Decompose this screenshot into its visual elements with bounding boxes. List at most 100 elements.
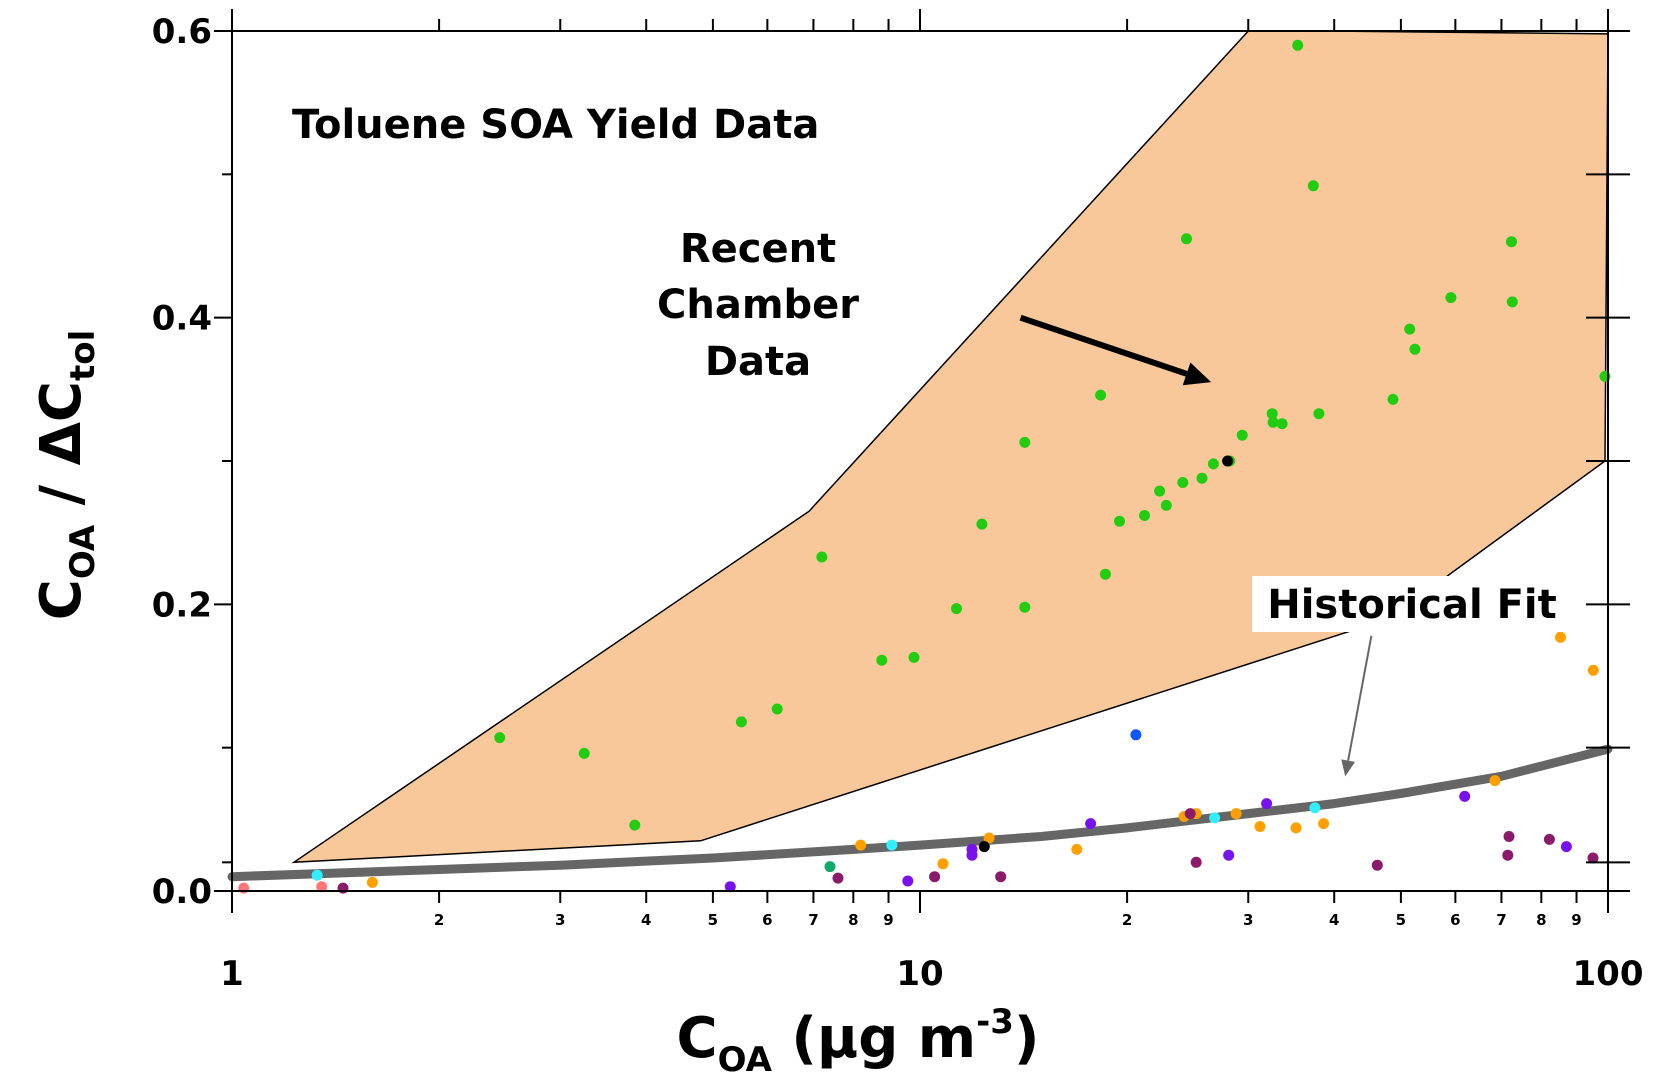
data-point-s0-p34 — [1506, 236, 1517, 248]
data-point-s0-p4 — [771, 703, 783, 715]
data-point-s0-p18 — [1181, 233, 1192, 245]
arrow-shaft-1 — [1347, 635, 1373, 761]
chamber-data-region-layer — [291, 30, 1609, 864]
x-minor-tick-label-8: 2 — [1122, 911, 1132, 929]
x-minor-tick-label-14: 8 — [1536, 911, 1546, 929]
data-point-s3-p3 — [966, 849, 978, 861]
data-point-s2-p7 — [1503, 831, 1515, 842]
data-point-s4-p3 — [1309, 802, 1321, 814]
data-point-s0-p9 — [976, 518, 988, 530]
data-point-s3-p1 — [902, 875, 914, 887]
y-major-tick-label-0: 0.0 — [152, 872, 212, 912]
data-point-s0-p35 — [1506, 296, 1518, 308]
data-point-s0-p17 — [1160, 499, 1172, 511]
x-minor-tick-label-2: 4 — [641, 911, 651, 929]
x-minor-tick-label-6: 8 — [848, 911, 858, 929]
data-point-s0-p33 — [1445, 292, 1457, 304]
data-point-s1-p4 — [1071, 843, 1083, 855]
data-points-layer — [238, 39, 1611, 894]
data-point-s2-p9 — [1543, 833, 1555, 845]
data-point-s0-p1 — [578, 747, 590, 759]
data-point-s0-p11 — [1019, 601, 1031, 613]
data-point-s0-p12 — [1095, 389, 1107, 401]
data-point-s3-p4 — [1085, 818, 1097, 830]
data-point-s0-p20 — [1196, 472, 1208, 484]
data-point-s1-p12 — [1555, 631, 1566, 643]
data-point-s0-p16 — [1154, 485, 1166, 497]
axes-layer — [214, 9, 1630, 913]
x-minor-tick-label-15: 9 — [1571, 911, 1581, 929]
x-minor-tick-label-13: 7 — [1496, 911, 1506, 929]
data-point-s0-p31 — [1404, 323, 1416, 335]
historical-fit-line — [227, 744, 1613, 882]
data-point-s3-p5 — [1223, 849, 1235, 861]
arrow-shaft-0 — [1019, 314, 1188, 377]
x-minor-tick-label-7: 9 — [883, 911, 893, 929]
data-point-s0-p13 — [1099, 568, 1111, 580]
data-point-s1-p9 — [1290, 822, 1302, 834]
x-major-tick-label-1: 10 — [896, 954, 943, 994]
data-point-s2-p3 — [995, 871, 1007, 883]
data-point-s0-p25 — [1267, 416, 1279, 428]
data-point-s0-p29 — [1313, 408, 1325, 420]
data-point-s0-p19 — [1177, 477, 1189, 488]
tick-labels-layer: 1 10 100 2 3 4 5 6 7 8 9 2 3 4 5 6 7 8 9 0.0 0.2 0.4 0.6 — [152, 12, 1644, 994]
data-point-s1-p0 — [366, 876, 378, 888]
x-minor-tick-label-10: 4 — [1329, 911, 1339, 929]
data-point-s3-p0 — [724, 881, 736, 893]
data-point-s1-p2 — [937, 858, 949, 870]
chamber-data-region — [291, 30, 1609, 864]
data-point-s3-p8 — [1560, 841, 1572, 853]
y-major-tick-label-3: 0.6 — [152, 12, 212, 52]
data-point-s2-p6 — [1371, 859, 1383, 871]
x-minor-tick-label-3: 5 — [708, 911, 718, 929]
recent-chamber-annotation-line2: Chamber — [657, 282, 859, 328]
chart-title: Toluene SOA Yield Data — [292, 102, 819, 148]
arrow-head-0 — [1182, 362, 1212, 386]
historical-fit-layer — [227, 744, 1613, 882]
x-minor-tick-label-11: 5 — [1396, 911, 1406, 929]
data-point-s0-p21 — [1207, 458, 1219, 470]
data-point-s0-p32 — [1409, 343, 1421, 355]
data-point-s1-p3 — [983, 832, 995, 844]
arrows-layer — [1019, 314, 1373, 777]
data-point-s0-p3 — [735, 716, 747, 728]
data-point-s0-p24 — [1266, 408, 1278, 420]
data-point-s2-p5 — [1190, 856, 1202, 868]
data-point-s1-p8 — [1254, 821, 1266, 832]
data-point-s0-p2 — [629, 819, 641, 831]
arrow-head-1 — [1341, 759, 1356, 777]
data-point-s0-p27 — [1292, 39, 1304, 51]
historical-fit-annotation: Historical Fit — [1267, 582, 1557, 628]
data-point-s0-p15 — [1139, 510, 1150, 521]
x-minor-tick-label-9: 3 — [1243, 911, 1253, 929]
data-point-s8-p1 — [1222, 455, 1234, 467]
x-minor-tick-label-4: 6 — [762, 911, 772, 929]
recent-chamber-annotation-line1: Recent — [680, 226, 836, 272]
recent-chamber-annotation-line3: Data — [705, 339, 811, 385]
data-point-s3-p7 — [1459, 790, 1471, 802]
x-minor-tick-label-0: 2 — [434, 911, 444, 929]
data-point-s1-p7 — [1230, 808, 1242, 820]
x-minor-tick-label-1: 3 — [555, 911, 565, 929]
data-point-s0-p28 — [1307, 180, 1319, 192]
data-point-s4-p2 — [1209, 812, 1221, 824]
y-major-tick-label-1: 0.2 — [152, 585, 212, 625]
x-axis-title: COA (μg m-3) — [676, 1002, 1039, 1077]
data-point-s2-p4 — [1184, 808, 1196, 820]
data-point-s0-p23 — [1236, 429, 1248, 441]
data-point-s4-p1 — [886, 839, 898, 851]
data-point-s1-p10 — [1318, 818, 1330, 830]
data-point-s2-p10 — [1587, 852, 1599, 864]
data-point-s0-p6 — [876, 654, 888, 666]
data-point-s3-p6 — [1261, 798, 1273, 810]
historical-fit-label-bg — [1252, 576, 1572, 632]
data-point-s0-p7 — [908, 651, 920, 663]
x-minor-tick-label-12: 6 — [1450, 911, 1460, 929]
data-point-s8-p0 — [978, 841, 990, 853]
data-point-s5-p0 — [1130, 729, 1142, 741]
data-point-s0-p0 — [494, 732, 506, 744]
x-major-tick-label-0: 1 — [220, 954, 244, 994]
data-point-s2-p8 — [1502, 849, 1514, 861]
